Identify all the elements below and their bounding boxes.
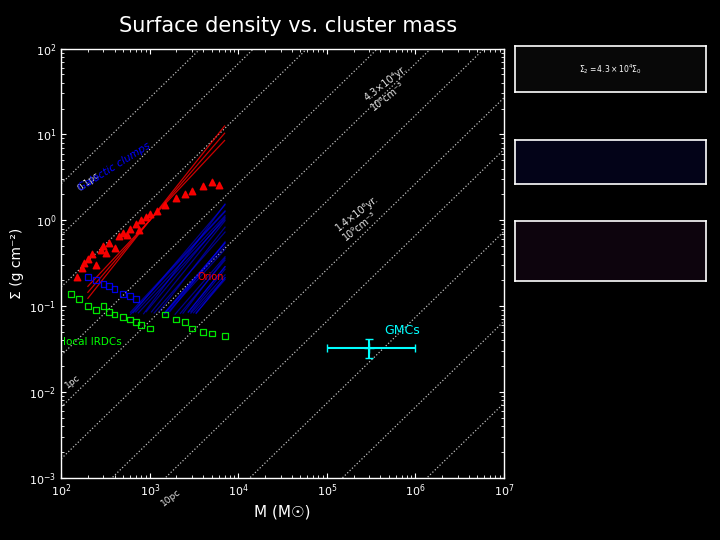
Point bbox=[76, 264, 87, 272]
Point bbox=[179, 318, 191, 327]
Point bbox=[135, 216, 147, 225]
Point bbox=[125, 292, 136, 301]
Point bbox=[104, 282, 115, 291]
Point bbox=[104, 308, 115, 316]
Text: Orion: Orion bbox=[198, 272, 225, 282]
Point bbox=[109, 285, 120, 293]
Point bbox=[117, 313, 129, 321]
Point bbox=[73, 295, 85, 303]
Point bbox=[91, 306, 102, 314]
Point bbox=[82, 255, 94, 264]
Point bbox=[98, 242, 109, 251]
Point bbox=[91, 261, 102, 269]
Point bbox=[171, 194, 182, 202]
Point bbox=[100, 248, 112, 257]
Point bbox=[144, 209, 156, 218]
Text: 10pc: 10pc bbox=[159, 487, 182, 508]
Point bbox=[98, 302, 109, 310]
Text: 1pc: 1pc bbox=[63, 373, 81, 390]
Point bbox=[66, 289, 77, 298]
X-axis label: M (M☉): M (M☉) bbox=[254, 505, 311, 520]
Point bbox=[130, 220, 142, 228]
Point bbox=[206, 329, 217, 338]
Text: Surface density vs. cluster mass: Surface density vs. cluster mass bbox=[119, 16, 457, 36]
Point bbox=[140, 212, 151, 221]
Point bbox=[130, 318, 142, 327]
Point bbox=[160, 310, 171, 319]
Point bbox=[144, 324, 156, 333]
Point bbox=[219, 332, 230, 340]
Point bbox=[109, 310, 120, 319]
Point bbox=[186, 187, 198, 195]
Point bbox=[125, 315, 136, 324]
Point bbox=[78, 259, 89, 267]
Point bbox=[71, 273, 83, 281]
Point bbox=[197, 328, 209, 336]
Point bbox=[86, 250, 97, 259]
Point bbox=[121, 231, 132, 239]
Point bbox=[179, 190, 191, 199]
Point bbox=[82, 273, 94, 281]
Point bbox=[197, 182, 209, 191]
Point bbox=[98, 280, 109, 288]
Point bbox=[206, 178, 217, 186]
Point bbox=[109, 244, 120, 252]
Point bbox=[91, 276, 102, 285]
Point bbox=[125, 224, 136, 233]
Point bbox=[171, 315, 182, 324]
Point bbox=[82, 302, 94, 310]
Text: local IRDCs: local IRDCs bbox=[63, 338, 122, 347]
Point bbox=[95, 246, 107, 254]
Text: $\Sigma_2 = 4.3 \times 10^4 \Sigma_0$: $\Sigma_2 = 4.3 \times 10^4 \Sigma_0$ bbox=[579, 62, 642, 76]
Point bbox=[135, 321, 147, 329]
Point bbox=[213, 180, 225, 189]
Text: 4.3×10⁴yr.
10⁶cm⁻³: 4.3×10⁴yr. 10⁶cm⁻³ bbox=[362, 64, 416, 112]
Text: GMCs: GMCs bbox=[384, 323, 420, 336]
Point bbox=[186, 324, 198, 333]
Text: 0.1pc: 0.1pc bbox=[76, 171, 102, 193]
Point bbox=[104, 238, 115, 247]
Point bbox=[160, 201, 171, 210]
Point bbox=[117, 289, 129, 298]
Point bbox=[151, 206, 163, 215]
Text: Galactic clumps: Galactic clumps bbox=[77, 140, 152, 193]
Point bbox=[130, 295, 142, 303]
Text: 1.4×10⁶yr.
10⁹cm⁻³: 1.4×10⁶yr. 10⁹cm⁻³ bbox=[334, 194, 387, 242]
Point bbox=[133, 225, 145, 234]
Y-axis label: Σ (g cm⁻²): Σ (g cm⁻²) bbox=[10, 228, 24, 299]
Point bbox=[113, 232, 125, 241]
Point bbox=[117, 228, 129, 237]
